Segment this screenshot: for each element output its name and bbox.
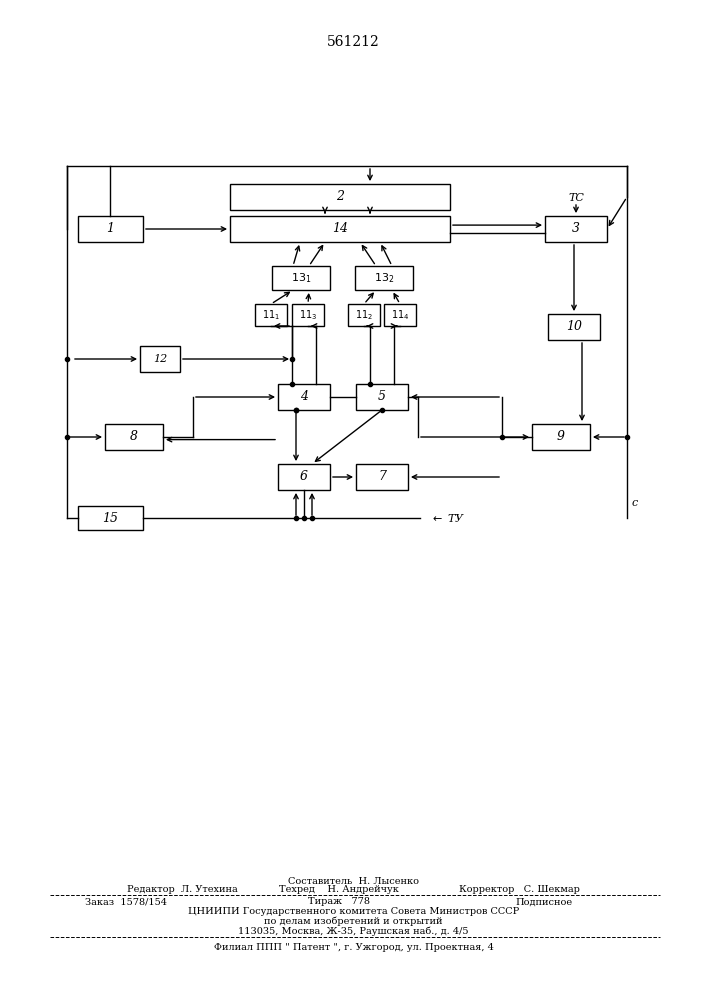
Text: c: c: [632, 498, 638, 508]
Text: ТС: ТС: [568, 193, 584, 203]
Bar: [78, 216, 143, 242]
Text: 14: 14: [332, 223, 348, 235]
Bar: [105, 424, 163, 450]
Text: Техред    Н. Андрейчук: Техред Н. Андрейчук: [279, 884, 399, 894]
Text: $11_3$: $11_3$: [299, 308, 317, 322]
Text: 113035, Москва, Ж-35, Раушская наб., д. 4/5: 113035, Москва, Ж-35, Раушская наб., д. …: [238, 926, 469, 936]
Bar: [356, 384, 408, 410]
Text: 2: 2: [336, 190, 344, 204]
Bar: [292, 304, 324, 326]
Text: $\leftarrow$ ТУ: $\leftarrow$ ТУ: [430, 512, 465, 524]
Bar: [278, 464, 330, 490]
Bar: [548, 314, 600, 340]
Text: 6: 6: [300, 471, 308, 484]
Bar: [348, 304, 380, 326]
Text: 15: 15: [103, 512, 119, 524]
Bar: [545, 216, 607, 242]
Text: 4: 4: [300, 390, 308, 403]
Text: 8: 8: [130, 430, 138, 444]
Text: Составитель  Н. Лысенко: Составитель Н. Лысенко: [288, 878, 419, 886]
Text: 1: 1: [107, 223, 115, 235]
Text: $13_1$: $13_1$: [291, 271, 311, 285]
Text: ЦНИИПИ Государственного комитета Совета Министров СССР: ЦНИИПИ Государственного комитета Совета …: [188, 908, 519, 916]
Bar: [356, 464, 408, 490]
Text: Заказ  1578/154: Заказ 1578/154: [85, 898, 167, 906]
Bar: [230, 184, 450, 210]
Text: 9: 9: [557, 430, 565, 444]
Text: 12: 12: [153, 354, 167, 364]
Bar: [272, 266, 330, 290]
Text: Редактор  Л. Утехина: Редактор Л. Утехина: [127, 884, 238, 894]
Bar: [78, 506, 143, 530]
Text: по делам изобретений и открытий: по делам изобретений и открытий: [264, 916, 443, 926]
Text: Тираж   778: Тираж 778: [308, 898, 370, 906]
Bar: [384, 304, 416, 326]
Text: 3: 3: [572, 223, 580, 235]
Bar: [255, 304, 287, 326]
Bar: [230, 216, 450, 242]
Text: Филиал ППП " Патент ", г. Ужгород, ул. Проектная, 4: Филиал ППП " Патент ", г. Ужгород, ул. П…: [214, 944, 493, 952]
Text: 561212: 561212: [327, 35, 380, 49]
Bar: [355, 266, 413, 290]
Text: Подписное: Подписное: [516, 898, 573, 906]
Text: Корректор   С. Шекмар: Корректор С. Шекмар: [459, 884, 580, 894]
Bar: [140, 346, 180, 372]
Text: $13_2$: $13_2$: [374, 271, 395, 285]
Bar: [532, 424, 590, 450]
Text: $11_4$: $11_4$: [391, 308, 409, 322]
Text: 5: 5: [378, 390, 386, 403]
Text: 10: 10: [566, 320, 582, 334]
Text: $11_2$: $11_2$: [355, 308, 373, 322]
Bar: [278, 384, 330, 410]
Text: $11_1$: $11_1$: [262, 308, 280, 322]
Text: 7: 7: [378, 471, 386, 484]
